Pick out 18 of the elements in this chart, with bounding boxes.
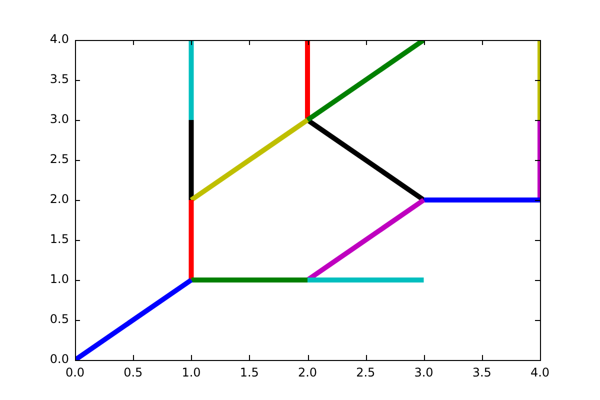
x-tick-label: 3.5: [472, 365, 492, 380]
y-tick-label: 0.0: [50, 352, 69, 366]
x-tick-label: 3.0: [414, 365, 434, 380]
y-tick-label: 2.5: [50, 152, 69, 166]
x-tick-label: 4.0: [530, 365, 550, 380]
y-tick-label: 1.0: [50, 272, 69, 286]
y-tick-label: 2.0: [50, 192, 69, 206]
y-tick-label: 4.0: [50, 32, 69, 46]
x-tick-label: 0.0: [65, 365, 85, 380]
x-tick-label: 2.5: [356, 365, 376, 380]
x-tick-label: 2.0: [298, 365, 318, 380]
y-tick-label: 0.5: [50, 312, 69, 326]
y-tick-label: 3.5: [50, 72, 69, 86]
x-tick-label: 1.0: [182, 365, 201, 380]
x-tick-label: 0.5: [124, 365, 143, 380]
y-tick-label: 3.0: [50, 112, 69, 126]
y-tick-label: 1.5: [50, 232, 69, 246]
x-tick-label: 1.5: [240, 365, 259, 380]
